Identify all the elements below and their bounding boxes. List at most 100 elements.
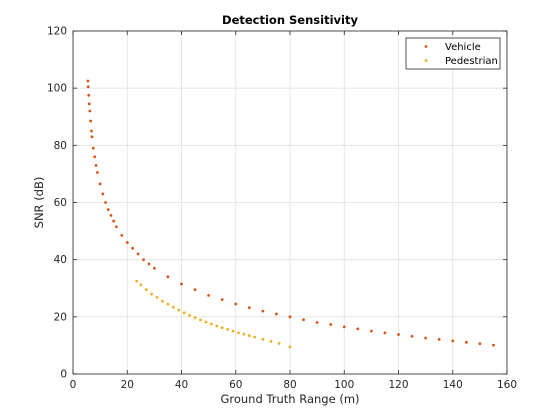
y-tick-label: 80 <box>54 140 67 152</box>
vehicle-point <box>410 334 414 338</box>
pedestrian-point <box>135 279 139 283</box>
x-tick-label: 140 <box>443 379 463 391</box>
series-vehicle <box>86 79 495 347</box>
vehicle-point <box>329 323 333 326</box>
ticks: 0 20 40 60 80 100 120 140 160 0 20 40 60 80 100 120 <box>47 26 517 392</box>
vehicle-point <box>89 119 93 123</box>
vehicle-point <box>86 79 90 83</box>
x-axis-label: Ground Truth Range (m) <box>220 392 359 406</box>
vehicle-point <box>342 325 346 329</box>
legend-label-vehicle: Vehicle <box>445 42 481 53</box>
pedestrian-point <box>204 320 208 324</box>
vehicle-point <box>91 146 95 150</box>
vehicle-point <box>87 93 91 97</box>
pedestrian-point <box>261 338 265 341</box>
vehicle-point <box>88 109 92 113</box>
pedestrian-point <box>144 288 148 292</box>
vehicle-point <box>152 266 156 270</box>
pedestrian-point <box>215 324 219 328</box>
vehicle-point <box>451 339 455 343</box>
vehicle-point <box>247 306 251 310</box>
vehicle-point <box>98 182 102 186</box>
vehicle-point <box>136 252 140 256</box>
pedestrian-point <box>253 335 257 339</box>
pedestrian-point <box>166 302 170 306</box>
vehicle-point <box>101 192 105 196</box>
data-series <box>86 79 495 349</box>
pedestrian-point <box>155 295 159 299</box>
vehicle-point <box>424 336 428 340</box>
pedestrian-point <box>199 318 202 322</box>
vehicle-point <box>234 302 238 306</box>
y-axis-label: SNR (dB) <box>32 177 46 229</box>
vehicle-point <box>492 343 495 347</box>
series-pedestrian <box>135 279 292 349</box>
vehicle-point <box>166 275 170 279</box>
vehicle-point <box>90 129 93 133</box>
x-tick-label: 40 <box>175 379 188 391</box>
legend-marker-pedestrian <box>424 59 428 62</box>
pedestrian-point <box>237 331 240 335</box>
x-tick-label: 100 <box>334 379 354 391</box>
y-tick-label: 120 <box>47 26 67 38</box>
pedestrian-point <box>269 340 273 343</box>
vehicle-point <box>275 312 278 316</box>
pedestrian-point <box>209 322 213 326</box>
vehicle-point <box>478 342 482 346</box>
vehicle-point <box>120 233 124 237</box>
vehicle-point <box>288 315 292 319</box>
legend-label-pedestrian: Pedestrian <box>445 56 498 67</box>
vehicle-point <box>180 282 183 286</box>
vehicle-point <box>207 293 211 297</box>
pedestrian-point <box>288 345 292 349</box>
vehicle-point <box>106 208 110 212</box>
vehicle-point <box>104 201 107 204</box>
pedestrian-point <box>188 314 192 317</box>
y-tick-label: 60 <box>54 197 67 209</box>
vehicle-point <box>193 288 197 292</box>
vehicle-point <box>112 219 116 223</box>
vehicle-point <box>437 338 441 341</box>
pedestrian-point <box>139 283 143 287</box>
pedestrian-point <box>171 305 175 309</box>
vehicle-point <box>147 262 151 266</box>
y-tick-label: 40 <box>54 254 67 266</box>
pedestrian-point <box>242 332 246 336</box>
y-tick-label: 0 <box>60 369 67 381</box>
pedestrian-point <box>220 326 224 330</box>
pedestrian-point <box>177 308 181 312</box>
vehicle-point <box>302 318 305 322</box>
pedestrian-point <box>247 334 251 338</box>
vehicle-point <box>383 331 387 335</box>
pedestrian-point <box>193 316 197 320</box>
pedestrian-point <box>226 328 230 331</box>
vehicle-point <box>131 246 135 250</box>
chart-title: Detection Sensitivity <box>222 13 358 27</box>
vehicle-point <box>369 329 373 333</box>
x-tick-label: 60 <box>229 379 242 391</box>
legend-marker-vehicle <box>424 45 428 48</box>
pedestrian-point <box>182 311 186 315</box>
legend: Vehicle Pedestrian <box>405 37 501 70</box>
pedestrian-point <box>231 329 235 333</box>
vehicle-point <box>220 298 224 302</box>
vehicle-point <box>94 163 98 167</box>
x-tick-label: 20 <box>121 379 134 391</box>
vehicle-point <box>115 225 118 229</box>
pedestrian-point <box>277 342 281 345</box>
vehicle-point <box>96 171 99 174</box>
vehicle-point <box>315 321 319 324</box>
pedestrian-point <box>161 299 164 303</box>
x-tick-label: 0 <box>70 379 77 391</box>
vehicle-point <box>397 333 400 336</box>
x-tick-label: 120 <box>388 379 408 391</box>
vehicle-point <box>356 327 360 331</box>
vehicle-point <box>86 85 90 89</box>
vehicle-point <box>464 340 468 344</box>
x-tick-label: 80 <box>283 379 296 391</box>
vehicle-point <box>125 241 129 244</box>
y-tick-label: 20 <box>54 311 67 323</box>
vehicle-point <box>90 135 94 139</box>
vehicle-point <box>93 155 97 159</box>
